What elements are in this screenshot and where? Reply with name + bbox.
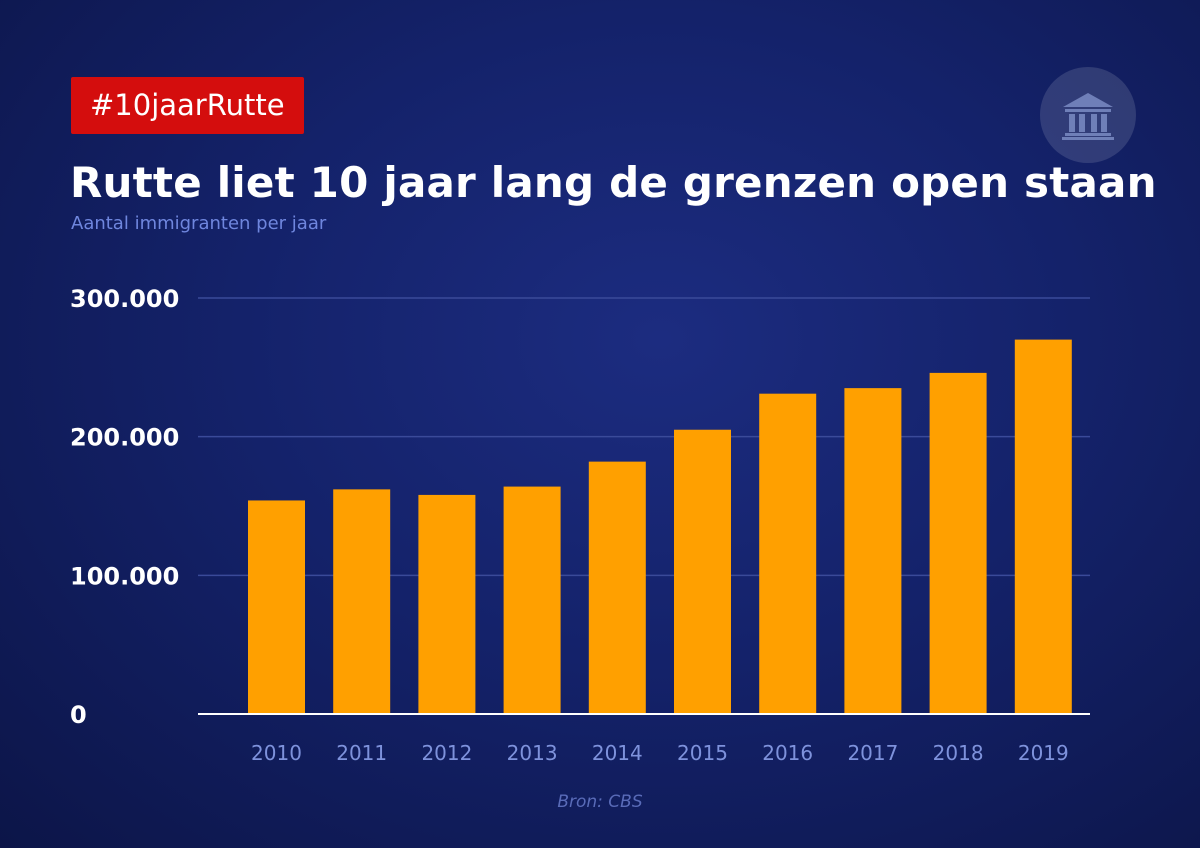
bar	[844, 388, 902, 714]
hashtag-badge: #10jaarRutte	[71, 77, 304, 134]
bar	[333, 489, 391, 714]
bar	[248, 500, 305, 714]
y-tick-label: 200.000	[70, 424, 179, 452]
x-tick-label: 2016	[762, 741, 813, 765]
x-tick-label: 2014	[592, 741, 643, 765]
bar	[588, 461, 646, 714]
bar	[929, 372, 987, 714]
government-building-icon	[1040, 67, 1136, 163]
y-tick-label: 0	[70, 701, 87, 729]
x-tick-label: 2012	[421, 741, 472, 765]
y-tick-label: 300.000	[70, 285, 179, 313]
chart-title: Rutte liet 10 jaar lang de grenzen open …	[70, 158, 1157, 207]
x-tick-label: 2019	[1018, 741, 1069, 765]
x-tick-label: 2011	[336, 741, 387, 765]
source-note: Bron: CBS	[557, 792, 643, 812]
bar	[418, 494, 476, 714]
x-tick-label: 2018	[933, 741, 984, 765]
y-tick-label: 100.000	[70, 562, 179, 590]
x-tick-label: 2013	[507, 741, 558, 765]
chart-subtitle: Aantal immigranten per jaar	[71, 213, 327, 234]
bar	[674, 429, 731, 714]
x-tick-label: 2015	[677, 741, 728, 765]
x-tick-label: 2017	[847, 741, 898, 765]
bar	[759, 393, 817, 714]
x-tick-label: 2010	[251, 741, 302, 765]
bar	[1014, 339, 1072, 714]
bar	[503, 486, 561, 714]
